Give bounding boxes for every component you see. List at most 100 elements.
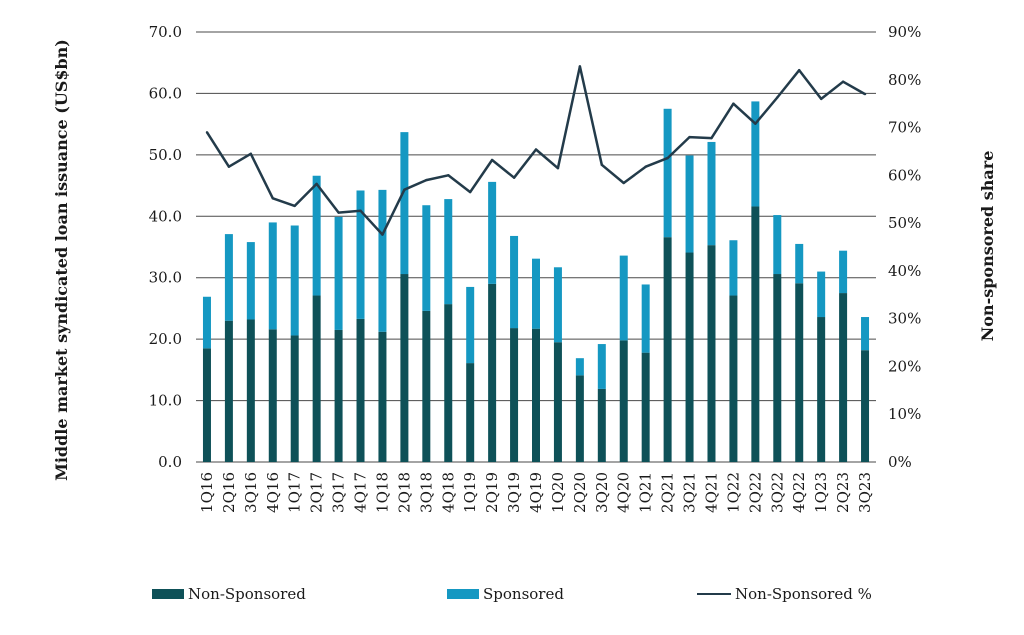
x-tick-label: 2Q23 [834,472,852,513]
bar-sponsored [444,199,453,305]
bar-non-sponsored [861,350,870,462]
x-tick-label: 1Q20 [549,472,567,513]
left-axis-ticks: 0.0 10.0 20.0 30.0 40.0 50.0 60.0 70.0 [149,23,182,471]
bar-non-sponsored [334,329,343,462]
right-axis-title: Non-sponsored share [978,151,997,342]
bar-non-sponsored [685,252,694,462]
line-point [863,92,867,96]
bar-sponsored [597,344,606,389]
bar-non-sponsored [268,329,277,462]
right-tick-label: 50% [888,214,921,232]
x-tick-label: 1Q16 [198,472,216,513]
x-tick-label: 3Q18 [417,472,435,513]
line-point [622,181,625,185]
legend-swatch-line [697,593,731,595]
bar-sponsored [246,242,255,320]
line-point [381,233,384,236]
bar-non-sponsored [817,317,826,462]
bar-sponsored [400,132,409,275]
bar-sponsored [202,296,211,349]
x-tick-label: 2Q19 [483,472,501,513]
right-tick-label: 90% [888,23,921,41]
bar-sponsored [268,222,277,330]
x-tick-label: 3Q20 [593,472,611,513]
line-point [512,176,516,179]
x-tick-label: 2Q17 [308,472,326,513]
bar-sponsored [663,108,672,238]
line-point [710,136,713,140]
x-tick-label: 1Q22 [724,472,742,513]
bar-sponsored [773,215,782,275]
line-point [249,152,253,156]
x-tick-label: 3Q17 [330,472,348,513]
right-tick-label: 60% [888,166,921,184]
line-point [205,131,209,134]
line-point [578,65,582,68]
bar-sponsored [729,240,738,296]
legend-label-non-sponsored: Non-Sponsored [188,585,306,603]
bar-sponsored [575,358,584,376]
x-tick-label: 4Q22 [790,472,808,513]
bar-sponsored [510,235,519,329]
bar-non-sponsored [510,328,519,462]
right-tick-label: 0% [888,453,912,471]
bar-non-sponsored [839,293,848,462]
share-line [205,65,867,236]
left-tick-label: 50.0 [149,146,182,164]
line-point [732,102,735,105]
line-point [227,165,231,168]
bar-sponsored [861,317,870,351]
bar-non-sponsored [795,283,804,462]
bar-non-sponsored [290,335,299,462]
x-tick-label: 2Q18 [395,472,413,513]
right-tick-label: 20% [888,357,921,375]
legend-item-sponsored: Sponsored [447,582,564,606]
bar-non-sponsored [663,237,672,462]
line-point [776,96,779,99]
bar-non-sponsored [729,295,738,462]
line-point [403,188,406,191]
x-tick-label: 1Q19 [461,472,479,513]
line-point [447,174,450,177]
x-tick-label: 1Q17 [286,472,304,513]
bar-non-sponsored [619,340,628,462]
bar-sponsored [685,155,694,253]
line-point [359,209,362,212]
bar-sponsored [422,205,431,311]
x-tick-label: 2Q20 [571,472,589,513]
right-tick-label: 30% [888,310,921,328]
left-tick-label: 20.0 [149,330,182,348]
line-point [688,135,691,139]
line-point [600,163,604,167]
x-tick-label: 4Q18 [439,472,457,513]
bar-non-sponsored [488,283,497,462]
bar-non-sponsored [751,206,760,462]
x-tick-label: 1Q23 [812,472,830,513]
bar-sponsored [619,255,628,341]
line-point [315,182,318,186]
x-tick-label: 3Q22 [768,472,786,513]
bar-non-sponsored [378,331,387,462]
bar-sponsored [532,258,540,329]
line-point [425,178,428,182]
line-point [293,204,296,208]
x-tick-label: 2Q16 [220,472,238,513]
x-tick-label: 1Q18 [373,472,391,513]
x-tick-label: 4Q17 [352,472,370,513]
bar-sponsored [334,216,343,330]
bar-non-sponsored [246,319,255,462]
legend-item-non-sponsored-pct: Non-Sponsored % [697,582,872,606]
bar-sponsored [290,225,299,336]
x-tick-label: 1Q21 [637,472,655,513]
x-tick-label: 4Q21 [702,472,720,513]
bar-sponsored [553,267,562,343]
line-point [468,190,472,194]
bar-non-sponsored [202,348,211,462]
x-tick-label: 3Q23 [856,472,874,513]
left-tick-label: 30.0 [149,269,182,287]
line-point [841,80,845,83]
legend-item-non-sponsored: Non-Sponsored [152,582,306,606]
legend-swatch-sponsored [447,589,479,599]
line-point [490,158,494,162]
bar-sponsored [488,181,497,284]
